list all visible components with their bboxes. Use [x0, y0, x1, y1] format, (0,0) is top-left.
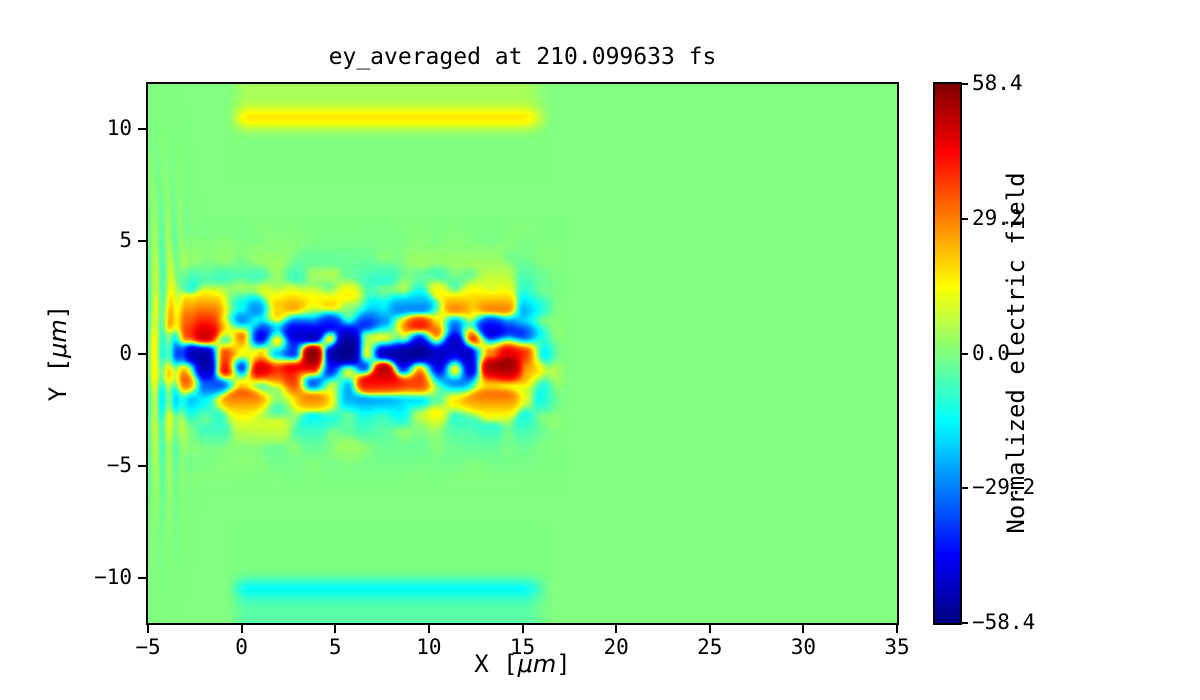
colorbar-tick-mark	[962, 622, 968, 624]
y-axis-label-pre: Y [	[44, 357, 72, 402]
y-tick-mark	[138, 352, 146, 355]
x-axis-label-pre: X [	[474, 650, 518, 678]
y-tick-label: 10	[106, 115, 132, 140]
colorbar-tick-label: 58.4	[972, 71, 1023, 95]
x-tick-mark	[147, 625, 149, 633]
y-tick-mark	[138, 240, 146, 243]
colorbar-tick-mark	[962, 217, 968, 220]
y-tick-mark	[138, 577, 146, 580]
y-tick-label: −10	[94, 565, 132, 590]
y-tick-label: −5	[106, 452, 132, 477]
colorbar-tick-label: −58.4	[972, 610, 1036, 634]
y-tick-label: 5	[119, 228, 132, 253]
x-axis-label-post: ]	[556, 650, 571, 678]
plot-area	[146, 82, 899, 625]
x-tick-mark	[240, 625, 243, 633]
heatmap-canvas	[148, 84, 897, 623]
x-tick-mark	[521, 625, 524, 633]
colorbar	[933, 82, 962, 625]
x-tick-mark	[802, 625, 805, 633]
plot-title: ey_averaged at 210.099633 fs	[328, 44, 717, 70]
x-tick-mark	[334, 625, 337, 633]
y-axis-label: Y [μm]	[44, 305, 72, 401]
colorbar-tick-mark	[962, 352, 968, 355]
x-tick-mark	[427, 625, 430, 633]
x-axis-label: X [μm]	[148, 650, 897, 678]
x-tick-mark	[615, 625, 618, 633]
y-axis-label-unit: μm	[44, 319, 72, 358]
colorbar-canvas	[935, 84, 960, 623]
x-tick-mark	[896, 625, 898, 633]
y-tick-mark	[138, 127, 146, 130]
colorbar-label: Normalized electric field	[1002, 172, 1030, 534]
x-tick-mark	[708, 625, 711, 633]
x-axis-label-unit: μm	[517, 650, 557, 678]
colorbar-tick-mark	[962, 83, 968, 85]
y-tick-mark	[138, 464, 146, 467]
colorbar-tick-mark	[962, 487, 968, 490]
y-axis-label-post: ]	[44, 304, 72, 320]
